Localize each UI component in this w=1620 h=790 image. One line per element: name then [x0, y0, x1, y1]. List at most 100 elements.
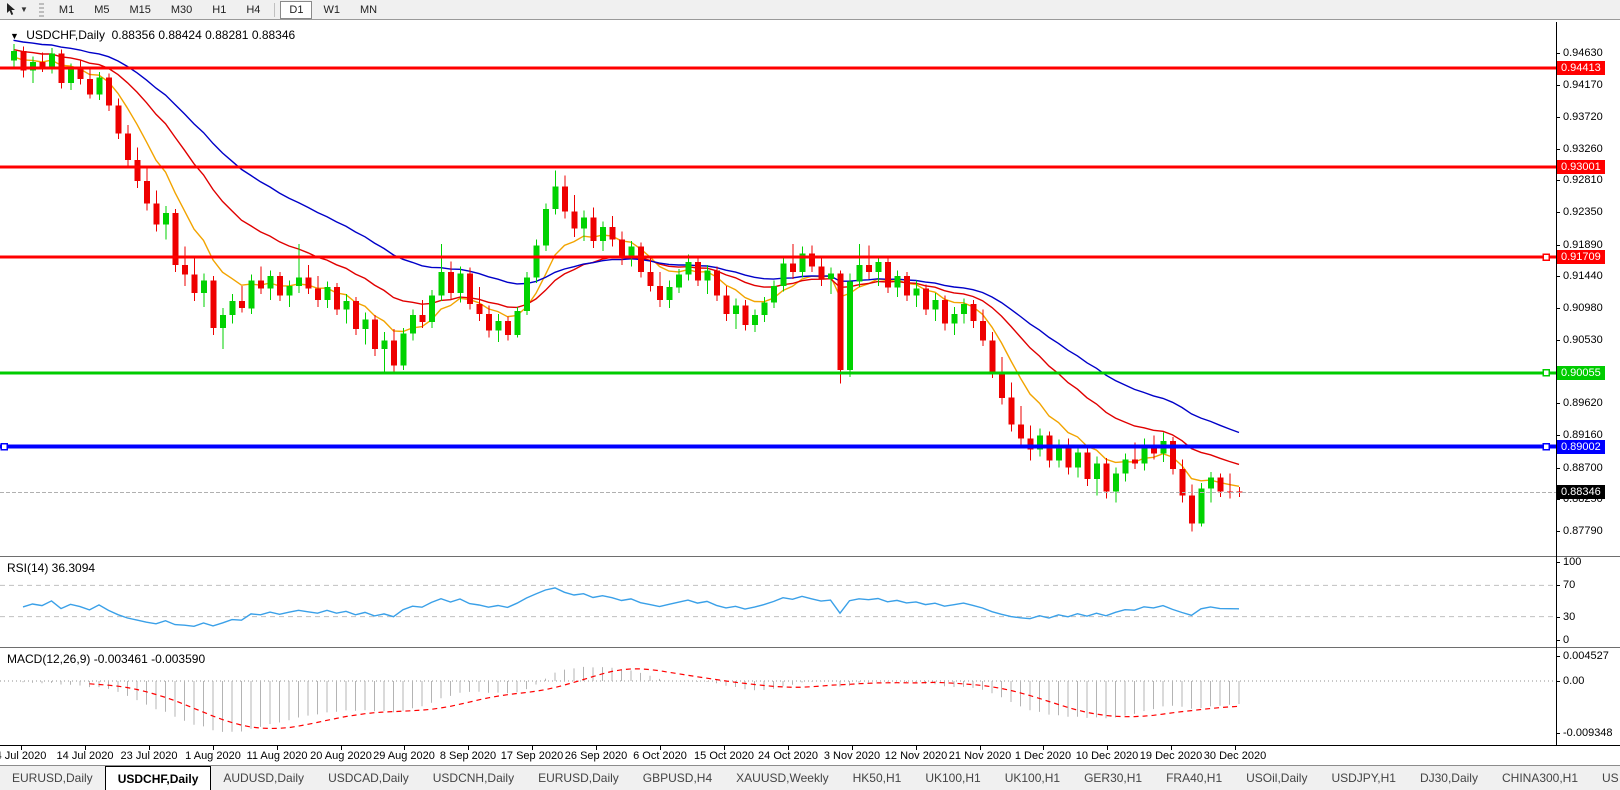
- tab-us[interactable]: US: [1602, 771, 1619, 785]
- current-price-badge: 0.88346: [1557, 485, 1605, 499]
- candle-up: [1056, 445, 1062, 461]
- candle-down: [134, 160, 141, 181]
- candle-down: [1103, 463, 1110, 492]
- price-tick-0.94170: 0.94170: [1563, 79, 1603, 91]
- candle-down: [1065, 445, 1072, 468]
- ma-fast-line: [13, 56, 1240, 487]
- price-tick-0.93720: 0.93720: [1563, 111, 1603, 123]
- tab-uk100-h1[interactable]: UK100,H1: [1004, 771, 1061, 785]
- date-label: 21 Nov 2020: [948, 750, 1012, 762]
- candle-up: [799, 253, 806, 272]
- tab-usdchf-daily[interactable]: USDCHF,Daily: [104, 766, 212, 790]
- candle-up: [780, 263, 787, 286]
- timeframe-button-mn[interactable]: MN: [359, 3, 378, 16]
- candle-down: [144, 181, 150, 204]
- candle-down: [372, 319, 378, 349]
- date-label: 19 Dec 2020: [1139, 750, 1203, 762]
- candle-up: [201, 280, 207, 293]
- tab-audusd-daily[interactable]: AUDUSD,Daily: [223, 771, 305, 785]
- date-label: 3 Nov 2020: [823, 750, 881, 762]
- candle-up: [514, 311, 521, 335]
- candle-up: [685, 262, 692, 275]
- candle-down: [904, 276, 910, 296]
- cursor-tool-button[interactable]: ▼: [0, 0, 34, 19]
- candle-down: [191, 274, 198, 293]
- line-handle: [1542, 369, 1550, 377]
- tab-eurusd-daily[interactable]: EURUSD,Daily: [12, 771, 93, 785]
- axis-tick: [1556, 403, 1560, 404]
- chart-tab-bar: EURUSD,Daily USDCHF,Daily AUDUSD,Daily USDC…: [0, 765, 1620, 790]
- candle-down: [590, 217, 597, 242]
- chevron-down-icon[interactable]: ▼: [20, 5, 28, 14]
- price-tick-0.91890: 0.91890: [1563, 239, 1603, 251]
- candle-down: [809, 253, 815, 267]
- tab-dj30-daily[interactable]: DJ30,Daily: [1419, 771, 1478, 785]
- timeframe-button-w1[interactable]: W1: [323, 3, 340, 16]
- top-toolbar: ▼ M1 M5 M15 M30 H1 H4 D1 W1 MN: [0, 0, 1620, 20]
- chart-title: ▼ USDCHF,Daily 0.88356 0.88424 0.88281 0…: [10, 28, 295, 42]
- candle-up: [1113, 473, 1119, 492]
- candle-down: [315, 288, 321, 300]
- toolbar-grip: [38, 2, 44, 17]
- axis-tick: [1556, 435, 1560, 436]
- candle-up: [68, 69, 74, 84]
- candle-up: [1141, 445, 1148, 464]
- candle-down: [866, 264, 872, 272]
- candle-up: [752, 315, 758, 325]
- tab-xauusd-weekly[interactable]: XAUUSD,Weekly: [736, 771, 829, 785]
- candle-up: [524, 277, 530, 312]
- candle-down: [885, 262, 891, 288]
- axis-tick: [1556, 85, 1560, 86]
- axis-tick: [1556, 681, 1560, 682]
- date-tick: [532, 746, 533, 750]
- tab-fra40-h1[interactable]: FRA40,H1: [1166, 771, 1223, 785]
- tab-usdcad-daily[interactable]: USDCAD,Daily: [328, 771, 409, 785]
- timeframe-button-m30[interactable]: M30: [170, 3, 193, 16]
- candle-down: [77, 69, 84, 79]
- tab-usoil-daily[interactable]: USOil,Daily: [1246, 771, 1308, 785]
- candle-down: [448, 271, 454, 293]
- timeframe-button-h1[interactable]: H1: [212, 3, 227, 16]
- chart-window: ▼ USDCHF,Daily 0.88356 0.88424 0.88281 0…: [0, 20, 1620, 765]
- candle-down: [277, 276, 283, 296]
- timeframe-button-m5[interactable]: M5: [94, 3, 110, 16]
- tab-china300-h1[interactable]: CHINA300,H1: [1501, 771, 1579, 785]
- tab-gbpusd-h4[interactable]: GBPUSD,H4: [642, 771, 713, 785]
- collapse-triangle-icon[interactable]: ▼: [10, 31, 19, 41]
- ohlc-low: 0.88281: [205, 28, 249, 42]
- rsi-tick-0: 0: [1563, 634, 1570, 646]
- candle-up: [1208, 477, 1214, 489]
- tab-hk50-h1[interactable]: HK50,H1: [852, 771, 902, 785]
- candle-down: [742, 305, 749, 325]
- tab-eurusd-daily[interactable]: EURUSD,Daily: [538, 771, 619, 785]
- candle-down: [467, 273, 473, 305]
- candle-up: [600, 227, 606, 242]
- candle-up: [343, 301, 350, 310]
- candlestick-chart[interactable]: [0, 22, 1556, 556]
- candle-down: [571, 211, 578, 229]
- tab-usdjpy-h1[interactable]: USDJPY,H1: [1331, 771, 1396, 785]
- timeframe-button-h4[interactable]: H4: [246, 3, 261, 16]
- tab-uk100-h1[interactable]: UK100,H1: [925, 771, 981, 785]
- timeframe-button-m1[interactable]: M1: [58, 3, 75, 16]
- candle-down: [39, 62, 46, 68]
- candle-down: [106, 77, 112, 106]
- macd-pane[interactable]: MACD(12,26,9) -0.003461 -0.003590 0.0045…: [0, 648, 1620, 745]
- candle-down: [505, 320, 511, 335]
- candle-down: [609, 227, 616, 240]
- timeframe-button-d1[interactable]: D1: [280, 0, 313, 19]
- pane-separator-2[interactable]: [0, 647, 1620, 648]
- timeframe-button-m15[interactable]: M15: [129, 3, 151, 16]
- rsi-pane[interactable]: RSI(14) 36.3094 100 70 30 0: [0, 556, 1620, 647]
- candle-down: [638, 246, 644, 272]
- macd-tick--0.009348: -0.009348: [1563, 727, 1613, 739]
- candle-down: [1018, 424, 1024, 439]
- date-label: 14 Jul 2020: [56, 750, 114, 762]
- candle-up: [220, 315, 226, 328]
- main-price-pane[interactable]: ▼ USDCHF,Daily 0.88356 0.88424 0.88281 0…: [0, 22, 1620, 556]
- candle-up: [543, 208, 549, 246]
- tab-usdcnh-daily[interactable]: USDCNH,Daily: [432, 771, 515, 785]
- pane-separator[interactable]: [0, 556, 1620, 557]
- tab-ger30-h1[interactable]: GER30,H1: [1084, 771, 1143, 785]
- candle-down: [172, 213, 179, 265]
